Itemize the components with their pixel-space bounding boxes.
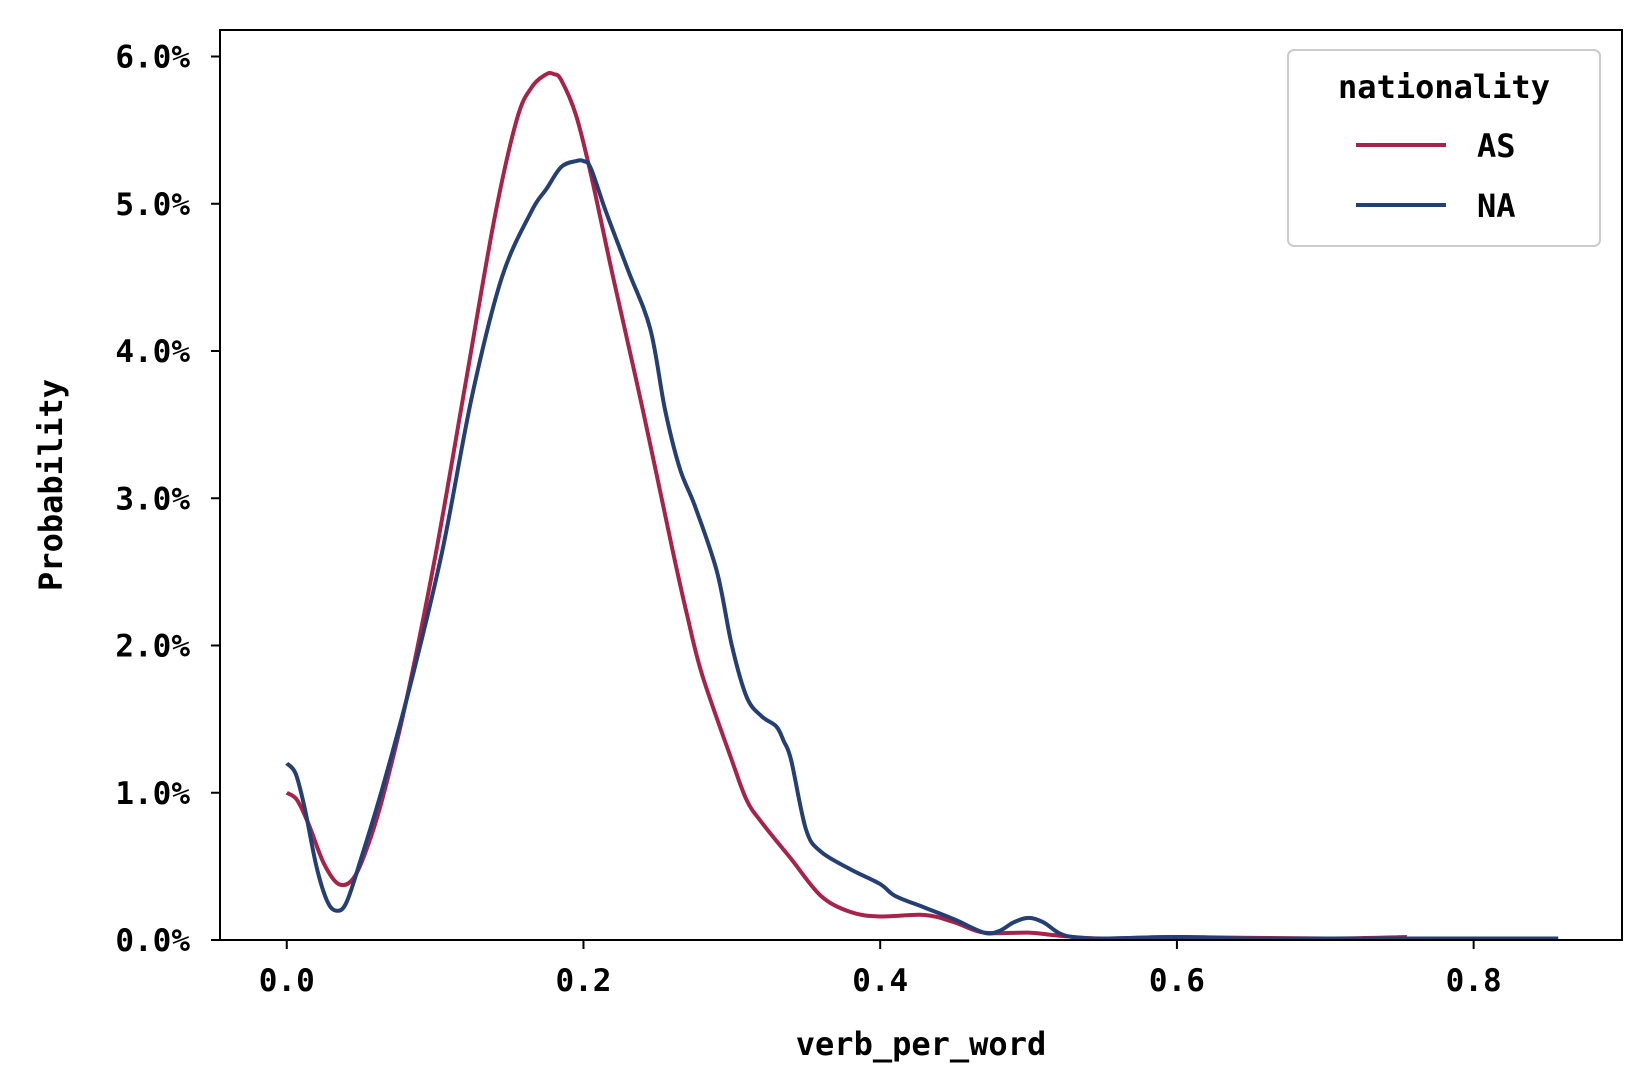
legend-box bbox=[1287, 49, 1601, 247]
y-axis-title: Probability bbox=[32, 379, 70, 591]
y-tick-label: 5.0% bbox=[115, 187, 190, 223]
x-tick-label: 0.2 bbox=[555, 963, 611, 999]
y-tick-label: 4.0% bbox=[115, 334, 190, 370]
y-tick-label: 3.0% bbox=[115, 481, 190, 517]
y-axis: 0.0% 1.0% 2.0% 3.0% 4.0% 5.0% 6.0% bbox=[115, 40, 220, 959]
legend: nationality AS NA bbox=[1287, 49, 1601, 247]
x-tick-label: 0.6 bbox=[1149, 963, 1205, 999]
x-tick-label: 0.8 bbox=[1446, 963, 1502, 999]
y-tick-label: 1.0% bbox=[115, 776, 190, 812]
x-tick-label: 0.4 bbox=[852, 963, 908, 999]
series-layer bbox=[285, 70, 1559, 941]
legend-title: nationality bbox=[1338, 68, 1550, 106]
plot-frame bbox=[219, 29, 1623, 941]
y-tick-label: 6.0% bbox=[115, 40, 190, 76]
x-axis-title: verb_per_word bbox=[796, 1025, 1046, 1063]
y-tick-label: 2.0% bbox=[115, 629, 190, 665]
x-tick-label: 0.0 bbox=[259, 963, 315, 999]
series-line-na bbox=[285, 158, 1559, 941]
y-tick-label: 0.0% bbox=[115, 923, 190, 959]
x-axis: 0.0 0.2 0.4 0.6 0.8 bbox=[259, 940, 1502, 999]
legend-label-as: AS bbox=[1477, 127, 1516, 165]
legend-label-na: NA bbox=[1477, 187, 1516, 225]
